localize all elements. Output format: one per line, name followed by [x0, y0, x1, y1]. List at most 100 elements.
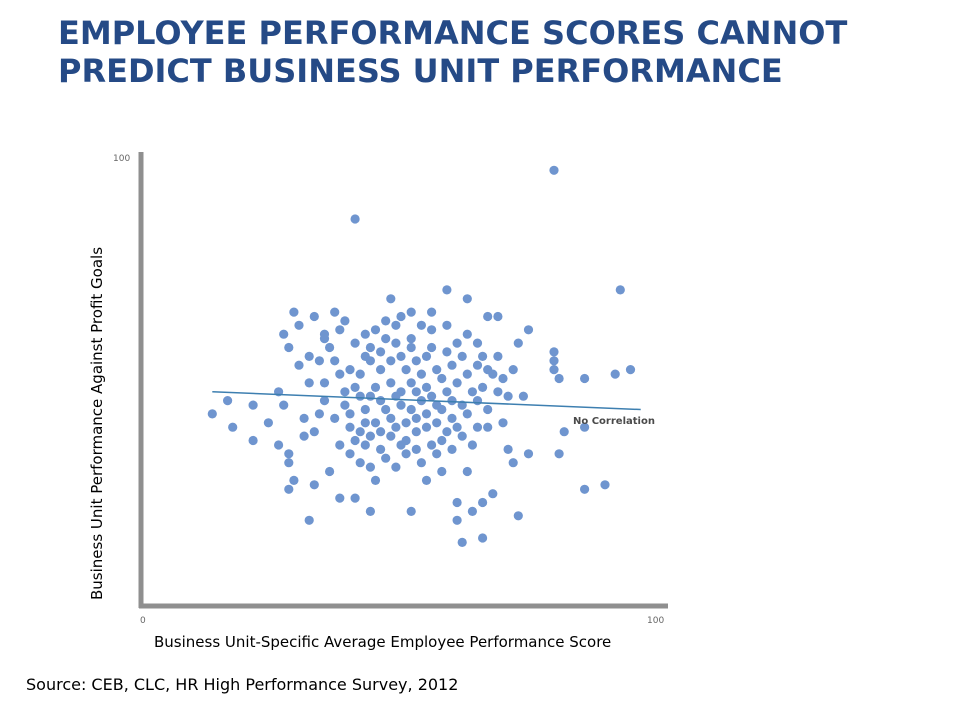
data-point-1 [223, 396, 233, 406]
data-point-51 [350, 214, 360, 224]
data-point-169 [483, 422, 493, 432]
data-point-6 [274, 440, 284, 450]
data-point-140 [447, 396, 457, 406]
data-point-124 [427, 307, 437, 317]
data-point-176 [498, 373, 508, 384]
data-point-136 [442, 427, 452, 437]
data-point-8 [279, 400, 289, 410]
data-point-122 [427, 440, 437, 450]
data-point-30 [319, 329, 330, 339]
data-point-46 [345, 422, 355, 432]
data-point-95 [396, 311, 406, 322]
data-point-160 [472, 338, 483, 348]
data-point-121 [427, 391, 437, 401]
data-point-49 [350, 435, 360, 446]
data-point-175 [493, 311, 503, 322]
data-point-2 [228, 422, 238, 432]
data-point-131 [437, 404, 447, 415]
data-point-15 [289, 307, 299, 317]
data-point-89 [391, 338, 401, 348]
data-point-38 [335, 369, 345, 379]
data-point-164 [478, 351, 488, 361]
data-point-112 [416, 369, 426, 379]
data-point-110 [411, 444, 421, 454]
data-point-25 [309, 427, 319, 437]
data-point-75 [376, 347, 386, 357]
data-point-150 [457, 537, 467, 548]
data-point-155 [462, 294, 472, 304]
data-point-42 [340, 387, 350, 397]
data-point-142 [452, 338, 462, 348]
data-point-98 [401, 435, 411, 446]
data-point-185 [523, 325, 534, 335]
data-point-151 [462, 329, 472, 339]
data-point-39 [335, 493, 345, 503]
data-point-20 [304, 378, 314, 388]
data-point-197 [600, 480, 610, 490]
data-point-153 [462, 409, 472, 419]
data-point-108 [411, 387, 421, 397]
data-point-187 [549, 347, 559, 357]
data-point-50 [350, 382, 360, 392]
data-point-24 [309, 311, 319, 322]
page-title: EMPLOYEE PERFORMANCE SCORES CANNOT PREDI… [58, 14, 938, 91]
data-point-128 [432, 449, 442, 459]
data-point-84 [386, 294, 396, 304]
data-point-43 [340, 316, 350, 326]
data-point-159 [472, 360, 483, 370]
data-point-56 [355, 369, 365, 379]
data-point-177 [498, 418, 508, 428]
data-point-76 [376, 444, 386, 454]
data-point-78 [381, 334, 391, 344]
data-point-26 [314, 409, 324, 419]
data-point-55 [355, 458, 365, 468]
data-point-41 [340, 400, 350, 410]
data-point-58 [360, 404, 370, 415]
data-point-91 [396, 351, 406, 361]
data-point-100 [406, 334, 416, 344]
data-point-67 [365, 506, 375, 516]
data-point-194 [580, 422, 590, 432]
data-point-157 [467, 440, 477, 450]
data-point-149 [457, 431, 467, 441]
data-point-32 [325, 342, 335, 353]
data-point-77 [381, 316, 391, 326]
data-point-59 [360, 329, 370, 339]
data-point-126 [432, 418, 442, 428]
data-point-61 [360, 440, 370, 450]
data-point-83 [386, 356, 396, 366]
data-point-163 [478, 382, 488, 392]
data-point-116 [421, 409, 432, 419]
data-point-23 [309, 480, 319, 490]
data-point-37 [335, 325, 345, 335]
data-point-114 [416, 458, 426, 468]
data-point-134 [442, 320, 452, 330]
data-point-44 [345, 409, 355, 419]
data-point-199 [615, 285, 625, 295]
x-axis-label: Business Unit-Specific Average Employee … [154, 633, 612, 651]
data-point-33 [325, 466, 335, 477]
data-point-170 [483, 404, 493, 415]
data-point-48 [350, 493, 360, 503]
data-point-181 [508, 458, 518, 468]
data-point-172 [488, 489, 498, 499]
chart-axes: 100 0 100 [113, 152, 668, 626]
data-point-166 [478, 533, 488, 543]
data-point-162 [472, 422, 483, 432]
data-point-188 [549, 165, 559, 175]
data-point-156 [467, 387, 477, 397]
data-point-86 [391, 320, 401, 330]
data-point-183 [513, 511, 523, 521]
data-point-0 [207, 409, 217, 419]
data-point-161 [472, 396, 483, 406]
data-point-144 [452, 422, 462, 432]
data-point-184 [518, 391, 529, 401]
data-point-80 [381, 453, 391, 463]
data-point-92 [396, 387, 406, 397]
data-point-111 [416, 320, 426, 330]
data-point-145 [452, 497, 462, 508]
data-point-60 [360, 418, 370, 428]
data-point-21 [304, 515, 314, 525]
data-point-62 [365, 462, 375, 472]
data-point-12 [284, 458, 294, 468]
